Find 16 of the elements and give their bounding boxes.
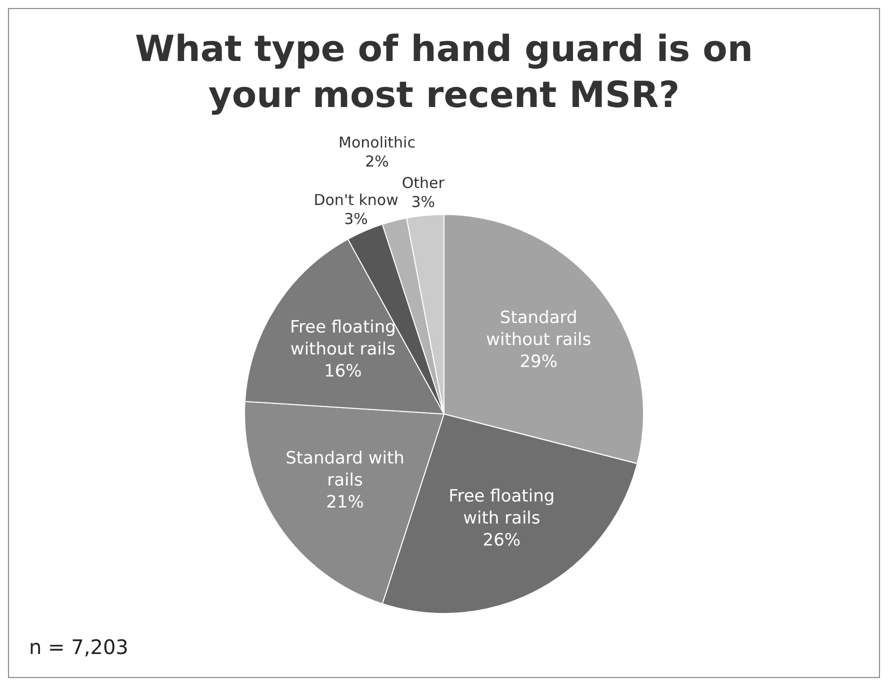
slice-label: Other	[402, 174, 446, 192]
data-label: 3%	[344, 210, 368, 228]
slice-label: Don't know	[314, 191, 398, 210]
text: n = 7,203	[29, 635, 128, 659]
data-label: 3%	[411, 192, 436, 211]
data-label: 29%	[520, 352, 558, 372]
slice-label: Free floating without rails	[290, 317, 396, 360]
data-label: 2%	[365, 152, 389, 170]
slice-label: Standard with rails	[286, 448, 404, 491]
slice-label: Standard without rails	[486, 308, 592, 350]
slice-label: Monolithic	[338, 133, 416, 152]
chart-title: What type of hand guard is on your most recent MSR?	[134, 28, 754, 118]
data-label: 16%	[324, 361, 362, 382]
data-label: 21%	[326, 492, 364, 513]
slice-label: Free floating with rails	[448, 486, 555, 528]
data-label: 26%	[482, 530, 521, 550]
